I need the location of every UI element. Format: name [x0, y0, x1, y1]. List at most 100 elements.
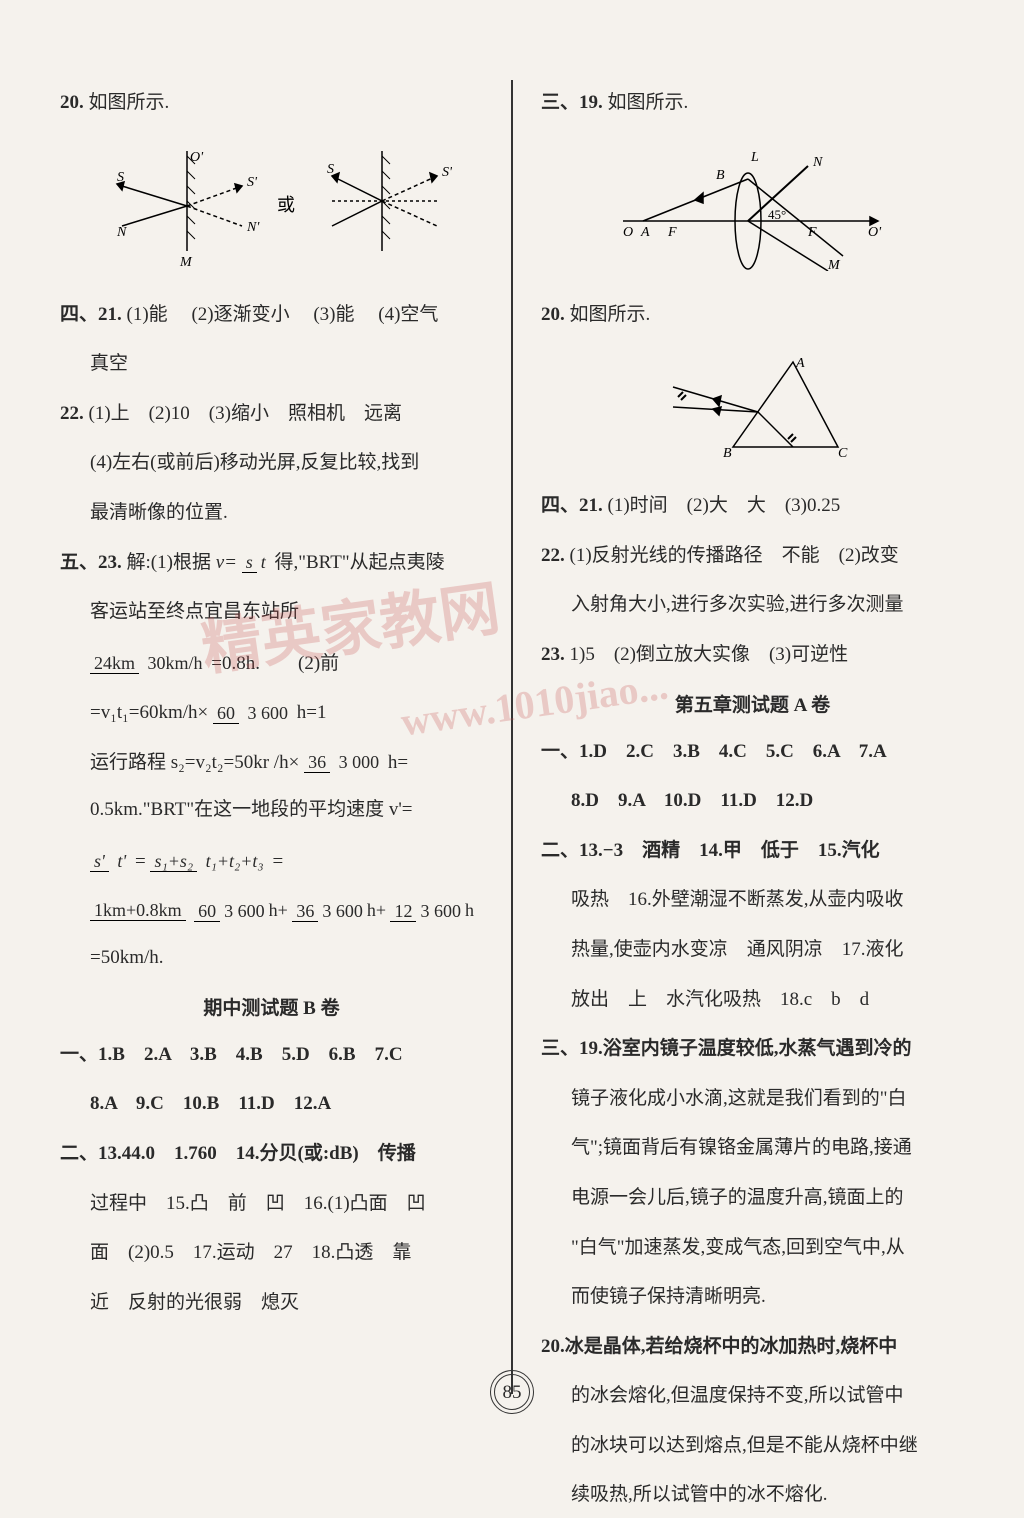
- label-S2: S: [327, 162, 334, 177]
- label-C: C: [838, 446, 848, 461]
- formula-text: =v₁t₁=60km/h×: [90, 702, 208, 723]
- q23-right: 23. 1)5 (2)倒立放大实像 (3)可逆性: [541, 632, 964, 678]
- label-L: L: [750, 150, 759, 165]
- label-F2: F: [807, 225, 817, 240]
- text: 如图所示.: [608, 92, 689, 113]
- text: (1)反射光线的传播路径 不能 (2)改变: [570, 545, 899, 566]
- ch5a-q20: 20.冰是晶体,若给烧杯中的冰加热时,烧杯中: [541, 1324, 964, 1370]
- fraction: 1km+0.8km 603 600h+ 363 600h+ 123 600h: [90, 901, 478, 922]
- formula-line: 24km 30km/h =0.8h. (2)前: [60, 639, 483, 688]
- ch5a-p3-line6: 而使镜子保持清晰明亮.: [541, 1274, 964, 1320]
- q21-line2: 真空: [60, 341, 483, 387]
- fraction: 24km 30km/h: [90, 654, 207, 674]
- big-fraction-line: s' t' = s₁+s₂ t₁+t₂+t₃ = 1km+0.8km 603 6…: [60, 837, 483, 936]
- label-B: B: [723, 446, 732, 461]
- ch5a-q20-line3: 的冰块可以达到熔点,但是不能从烧杯中继: [541, 1423, 964, 1469]
- answers: 13.44.0 1.760 14.分贝(或:dB) 传播: [98, 1143, 416, 1164]
- formula-text: h=: [388, 752, 408, 773]
- label-F: F: [667, 225, 677, 240]
- q22-line3: 最清晰像的位置.: [60, 490, 483, 536]
- answer-part: (4)空气: [378, 304, 438, 325]
- ch5a-p3-line2: 镜子液化成小水滴,这就是我们看到的"白: [541, 1076, 964, 1122]
- ch5a-p3-line5: "白气"加速蒸发,变成气态,回到空气中,从: [541, 1225, 964, 1271]
- q22-right-line2: 入射角大小,进行多次实验,进行多次测量: [541, 582, 964, 628]
- fraction: 36 3 000: [304, 753, 383, 773]
- equals: =0.8h. (2)前: [211, 653, 339, 674]
- column-divider: [511, 80, 513, 1394]
- solution-text: 解:(1)根据: [127, 552, 216, 573]
- answer-part: (2)逐渐变小: [191, 304, 289, 325]
- section: 一、: [60, 1044, 98, 1065]
- label-O: O: [623, 225, 633, 240]
- page-columns: 20. 如图所示.: [60, 80, 964, 1394]
- q22-right: 22. (1)反射光线的传播路径 不能 (2)改变: [541, 533, 964, 579]
- q23-left: 五、23. 解:(1)根据 v= st 得,"BRT"从起点夷陵: [60, 540, 483, 586]
- q-number: 20.: [60, 92, 84, 113]
- ch5a-p2-line4: 放出 上 水汽化吸热 18.c b d: [541, 977, 964, 1023]
- formula-text: 运行路程 s₂=v₂t₂=50kr /h×: [90, 752, 299, 773]
- section: 四、: [541, 495, 579, 516]
- answer-part: (1)能: [127, 304, 168, 325]
- part1-answers: 一、1.B 2.A 3.B 4.B 5.D 6.B 7.C: [60, 1032, 483, 1078]
- q-number: 21.: [579, 495, 603, 516]
- q-number: 22.: [60, 403, 84, 424]
- ch5a-p3-line3: 气";镜面背后有镍铬金属薄片的电路,接通: [541, 1125, 964, 1171]
- prism-diagram-svg: A B C: [653, 352, 853, 462]
- q19-right: 三、19. 如图所示.: [541, 80, 964, 126]
- answer-part: (3)能: [313, 304, 354, 325]
- label-Nprime: N': [246, 220, 260, 235]
- ch5a-p1-line2: 8.D 9.A 10.D 11.D 12.D: [541, 778, 964, 824]
- prism-figure: A B C: [541, 352, 964, 468]
- right-column: 三、19. 如图所示. B L: [541, 80, 964, 1394]
- var: v=: [216, 552, 237, 573]
- formula-line: =v₁t₁=60km/h× 60 3 600 h=1: [60, 688, 483, 737]
- q-number: 22.: [541, 545, 565, 566]
- q-text: 如图所示.: [89, 92, 170, 113]
- label-N: N: [116, 225, 127, 240]
- part2-line1: 二、13.44.0 1.760 14.分贝(或:dB) 传播: [60, 1131, 483, 1177]
- formula-line: 运行路程 s₂=v₂t₂=50kr /h× 36 3 000 h=: [60, 738, 483, 787]
- q-number: 23.: [541, 644, 565, 665]
- q23-line5: 0.5km."BRT"在这一地段的平均速度 v'=: [60, 787, 483, 833]
- label-or: 或: [277, 195, 295, 215]
- page-number-value: 85: [494, 1374, 530, 1410]
- ch5a-q20-line4: 续吸热,所以试管中的冰不熔化.: [541, 1472, 964, 1518]
- ch5a-p2-line3: 热量,使壶内水变凉 通风阴凉 17.液化: [541, 927, 964, 973]
- label-S: S: [117, 170, 124, 185]
- section: 二、: [60, 1143, 98, 1164]
- label-Oprime: O': [190, 150, 204, 165]
- q23-result: =50km/h.: [60, 935, 483, 981]
- q20-left: 20. 如图所示.: [60, 80, 483, 126]
- mirror-figure: S O' S' N N' M 或: [60, 141, 483, 277]
- label-A: A: [640, 225, 650, 240]
- q23-line2: 客运站至终点宜昌东站所: [60, 589, 483, 635]
- section-5: 五、: [60, 552, 98, 573]
- q22-line2: (4)左右(或前后)移动光屏,反复比较,找到: [60, 440, 483, 486]
- part2-line3: 面 (2)0.5 17.运动 27 18.凸透 靠: [60, 1230, 483, 1276]
- ch5a-p2-line2: 吸热 16.外壁潮湿不断蒸发,从壶内吸收: [541, 877, 964, 923]
- part2-line4: 近 反射的光很弱 熄灭: [60, 1280, 483, 1326]
- label-M: M: [179, 255, 193, 270]
- label-N: N: [812, 155, 823, 170]
- label-45: 45°: [768, 207, 786, 222]
- left-column: 20. 如图所示.: [60, 80, 483, 1394]
- ch5a-q20-line2: 的冰会熔化,但温度保持不变,所以试管中: [541, 1373, 964, 1419]
- midterm-b-title: 期中测试题 B 卷: [60, 993, 483, 1020]
- q21-left: 四、21. (1)能 (2)逐渐变小 (3)能 (4)空气: [60, 292, 483, 338]
- label-Sprime2: S': [442, 165, 452, 180]
- text: (1)时间 (2)大 大 (3)0.25: [608, 495, 841, 516]
- formula-text: h=1: [297, 702, 327, 723]
- section-4: 四、: [60, 304, 98, 325]
- fraction: s₁+s₂ t₁+t₂+t₃: [150, 852, 267, 872]
- label-M: M: [827, 258, 841, 271]
- q-number: 23.: [98, 552, 122, 573]
- section: 三、: [541, 92, 579, 113]
- part2-line2: 过程中 15.凸 前 凹 16.(1)凸面 凹: [60, 1181, 483, 1227]
- ch5a-title: 第五章测试题 A 卷: [541, 690, 964, 717]
- mirror-diagram-svg: S O' S' N N' M 或: [92, 141, 452, 271]
- text: 1)5 (2)倒立放大实像 (3)可逆性: [570, 644, 849, 665]
- q-number: 21.: [98, 304, 122, 325]
- part1-line2: 8.A 9.C 10.B 11.D 12.A: [60, 1081, 483, 1127]
- ch5a-p2-line1: 二、13.−3 酒精 14.甲 低于 15.汽化: [541, 828, 964, 874]
- ch5a-p1-line1: 一、1.D 2.C 3.B 4.C 5.C 6.A 7.A: [541, 729, 964, 775]
